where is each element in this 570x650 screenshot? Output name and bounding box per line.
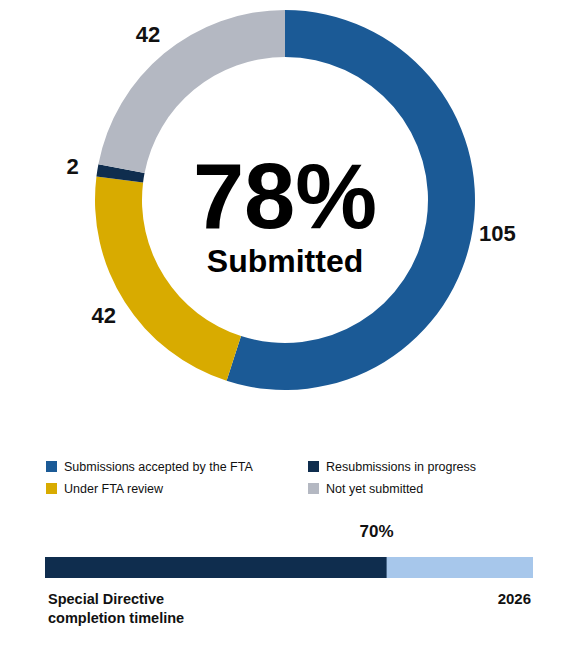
progress: 70% Special Directivecompletion timeline 2… — [45, 522, 533, 626]
legend-item: Under FTA review — [46, 482, 164, 496]
data-label: 42 — [91, 303, 115, 328]
legend-item: Submissions accepted by the FTA — [46, 460, 253, 474]
progress-bar — [45, 557, 387, 578]
center-value: 78% — [193, 145, 377, 247]
legend-item: Not yet submitted — [308, 482, 423, 496]
plot: 105 42 2 42 78%Submitted — [66, 10, 515, 390]
center-text: Submitted — [207, 243, 363, 279]
legend-swatch — [46, 461, 57, 472]
legend-label: Under FTA review — [64, 482, 164, 496]
legend-label: Submissions accepted by the FTA — [64, 460, 253, 474]
track — [45, 557, 533, 578]
legend-swatch — [308, 461, 319, 472]
slices — [95, 10, 475, 390]
legend-label: Not yet submitted — [326, 482, 423, 496]
data-label: 2 — [66, 154, 78, 179]
title: Special Directivecompletion timeline — [48, 591, 184, 626]
data-label: 105 — [479, 221, 516, 246]
legend-swatch — [46, 483, 57, 494]
legend-swatch — [308, 483, 319, 494]
legend-label: Resubmissions in progress — [326, 460, 476, 474]
chart: 105 42 2 42 78%Submitted Submissions accepted… — [0, 0, 570, 650]
bars — [45, 557, 387, 578]
legend: Submissions accepted by the FTA Under FTA… — [46, 460, 476, 496]
data-label: 42 — [136, 22, 160, 47]
data-label: 70% — [360, 522, 394, 541]
end-label: 2026 — [498, 590, 531, 607]
legend-item: Resubmissions in progress — [308, 460, 476, 474]
